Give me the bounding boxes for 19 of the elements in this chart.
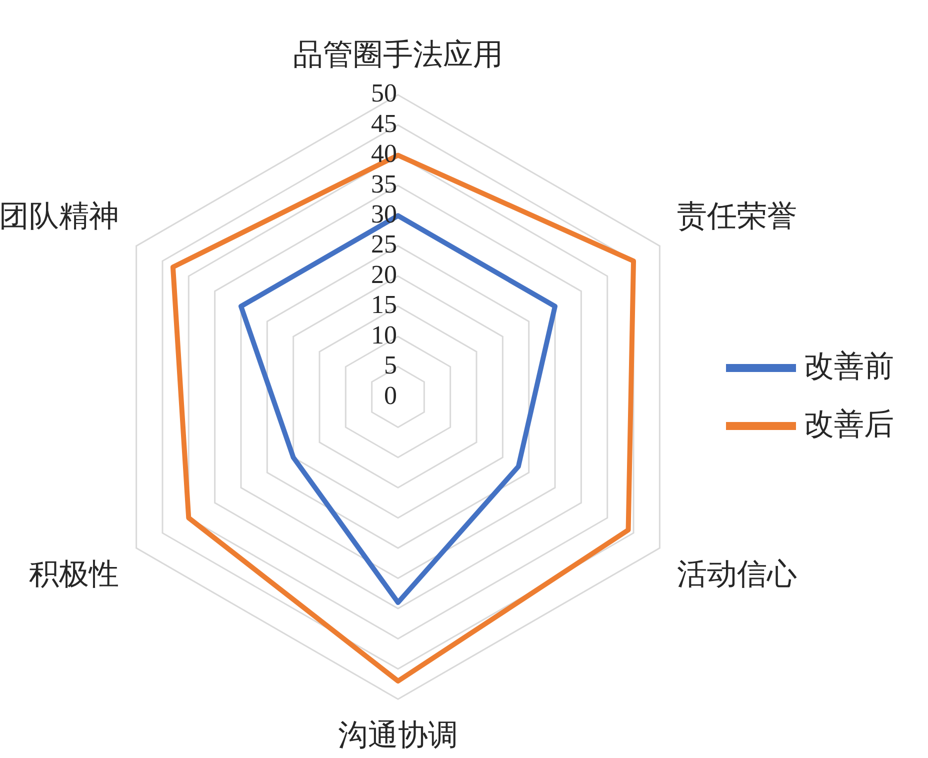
y-tick-label: 20 <box>371 260 397 289</box>
y-tick-label: 15 <box>371 290 397 320</box>
y-tick-label: 0 <box>384 380 397 410</box>
spoke-label: 积极性 <box>29 558 119 591</box>
legend-label: 改善前 <box>804 350 894 383</box>
y-tick-label: 10 <box>371 320 397 350</box>
y-tick-label: 35 <box>371 169 397 198</box>
spoke-label: 责任荣誉 <box>677 200 797 233</box>
y-tick-label: 30 <box>371 200 397 229</box>
y-tick-label: 25 <box>371 230 397 259</box>
y-tick-label: 45 <box>371 108 397 138</box>
y-tick-label: 50 <box>371 78 397 108</box>
spoke-label: 沟通协调 <box>338 719 458 752</box>
legend-label: 改善后 <box>804 408 894 441</box>
spoke-label: 品管圈手法应用 <box>293 38 503 72</box>
spoke-label: 团队精神 <box>0 200 119 233</box>
y-tick-label: 5 <box>384 350 397 380</box>
y-tick-label: 40 <box>371 139 397 168</box>
spoke-label: 活动信心 <box>677 558 797 591</box>
